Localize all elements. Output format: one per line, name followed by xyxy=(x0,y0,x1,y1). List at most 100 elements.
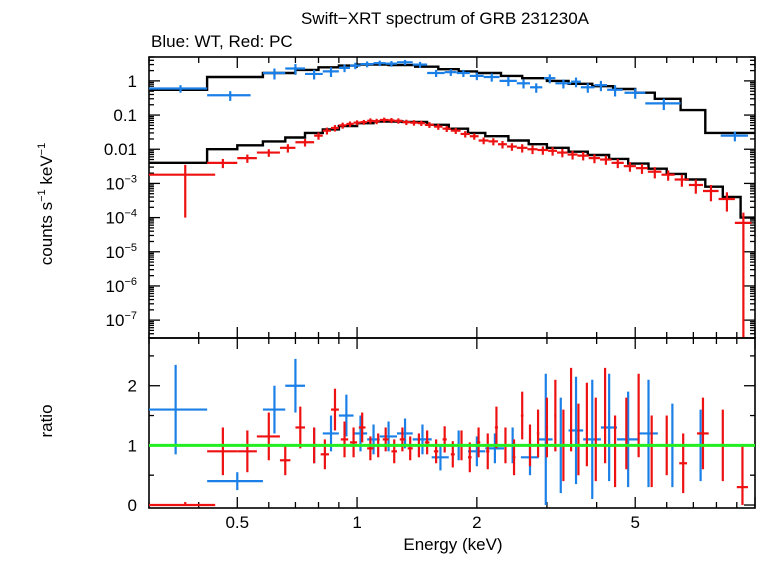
spectrum-point-pc xyxy=(237,154,257,163)
spectrum-point-pc xyxy=(279,144,296,153)
spectrum-point-pc xyxy=(314,132,323,140)
y-tick-label: 10−5 xyxy=(106,242,137,262)
y-tick-label: 10−4 xyxy=(106,208,137,228)
spectrum-point-wt xyxy=(322,67,339,77)
y-tick-label: 1 xyxy=(128,72,137,91)
ratio-point-pc xyxy=(679,433,688,494)
ratio-point-pc xyxy=(585,382,588,467)
ratio-point-pc xyxy=(340,421,349,458)
y-tick-exponent: −7 xyxy=(124,310,137,322)
spectrum-point-pc xyxy=(611,158,624,169)
ratio-y-tick-label: 1 xyxy=(128,436,137,455)
x-tick-label: 2 xyxy=(472,513,481,532)
spectrum-point-wt xyxy=(645,98,681,111)
y-label-exp-1: −1 xyxy=(36,189,48,202)
ratio-point-wt xyxy=(431,444,449,471)
ratio-point-pc xyxy=(577,403,580,476)
spectrum-point-pc xyxy=(442,125,451,132)
spectrum-point-pc xyxy=(417,120,425,126)
spectrum-point-pc xyxy=(450,127,461,134)
ratio-point-pc xyxy=(424,430,430,455)
y-tick-exponent: −6 xyxy=(124,276,137,288)
ratio-point-pc xyxy=(554,379,557,452)
spectrum-point-pc xyxy=(688,179,703,194)
ratio-point-pc xyxy=(207,427,238,476)
y-tick-base: 0.01 xyxy=(104,140,137,159)
y-tick-exponent: −5 xyxy=(124,242,137,254)
ratio-point-pc xyxy=(442,426,447,453)
spectrum-point-wt xyxy=(571,77,581,88)
spectrum-point-pc xyxy=(661,170,675,181)
spectrum-point-pc xyxy=(424,122,434,128)
y-tick-exponent: −3 xyxy=(124,173,137,185)
spectrum-point-pc xyxy=(469,133,479,140)
spectrum-point-wt xyxy=(456,69,470,77)
ratio-point-pc xyxy=(486,433,490,470)
spectrum-point-wt xyxy=(624,88,646,99)
ratio-point-pc xyxy=(536,409,540,458)
spectrum-point-wt xyxy=(516,79,530,89)
spectrum-point-pc xyxy=(360,119,368,125)
x-tick-label: 0.5 xyxy=(225,513,249,532)
spectrum-point-pc xyxy=(410,120,418,126)
spectrum-point-wt xyxy=(350,62,361,70)
y-tick-label: 0.01 xyxy=(104,140,137,159)
spectrum-point-wt xyxy=(499,76,517,87)
spectrum-point-wt xyxy=(305,69,323,80)
ratio-point-pc xyxy=(407,436,413,461)
spectrum-point-pc xyxy=(388,118,395,124)
spectrum-point-wt xyxy=(607,85,623,97)
ratio-point-pc xyxy=(494,406,498,449)
model-line-wt xyxy=(149,63,755,135)
spectrum-point-wt xyxy=(720,131,748,142)
spectrum-point-pc xyxy=(635,164,648,174)
spectrum-point-pc xyxy=(516,144,528,153)
chart-subtitle: Blue: WT, Red: PC xyxy=(151,32,293,51)
ratio-point-pc xyxy=(358,412,366,443)
chart-title: Swift−XRT spectrum of GRB 231230A xyxy=(301,9,590,28)
model-line-pc xyxy=(149,120,755,219)
ratio-point-pc xyxy=(350,427,358,458)
y-label-kev: keV xyxy=(37,155,56,190)
ratio-point-wt xyxy=(149,364,208,455)
ratio-point-pc xyxy=(736,445,748,506)
ratio-panel: 0.5 1 2 5 0 1 2 xyxy=(128,337,756,532)
spectrum-point-pc xyxy=(567,150,578,160)
spectrum-point-pc xyxy=(338,122,347,129)
ratio-point-wt xyxy=(285,358,306,413)
spectrum-point-wt xyxy=(149,85,208,93)
spectrum-point-wt xyxy=(385,61,398,67)
ratio-y-tick-label: 0 xyxy=(128,496,137,515)
spectrum-point-wt xyxy=(580,83,595,93)
ratio-point-pc xyxy=(367,436,374,461)
spectrum-point-pc xyxy=(353,120,361,126)
spectrum-point-pc xyxy=(718,192,735,212)
y-tick-base: 1 xyxy=(128,72,137,91)
spectrum-point-wt xyxy=(285,64,306,75)
ratio-point-pc xyxy=(545,397,549,458)
y-tick-label: 10−3 xyxy=(106,173,137,193)
spectrum-point-pc xyxy=(506,143,517,151)
ratio-point-pc xyxy=(279,445,291,476)
spectrum-point-wt xyxy=(373,60,386,67)
spectrum-point-wt xyxy=(427,69,445,77)
y-label-counts: counts s xyxy=(37,202,56,265)
spectrum-point-wt xyxy=(412,61,428,68)
y-label-exp-2: −1 xyxy=(36,143,48,156)
y-tick-base: 10 xyxy=(106,209,125,228)
spectrum-point-wt xyxy=(594,80,608,92)
spectrum-point-pc xyxy=(647,167,662,179)
ratio-point-pc xyxy=(467,442,472,473)
x-tick-label: 1 xyxy=(352,513,361,532)
ratio-point-pc xyxy=(569,367,573,452)
spectrum-point-pc xyxy=(734,212,752,338)
ratio-point-pc xyxy=(399,427,406,452)
x-axis-label: Energy (keV) xyxy=(403,535,502,554)
spectrum-point-pc xyxy=(402,119,411,126)
spectrum-point-pc xyxy=(295,138,315,147)
ratio-point-wt xyxy=(638,379,658,488)
spectrum-point-pc xyxy=(322,127,332,135)
y-tick-exponent: −4 xyxy=(124,208,137,220)
ratio-point-pc xyxy=(331,388,339,431)
spectrum-point-pc xyxy=(557,148,568,158)
